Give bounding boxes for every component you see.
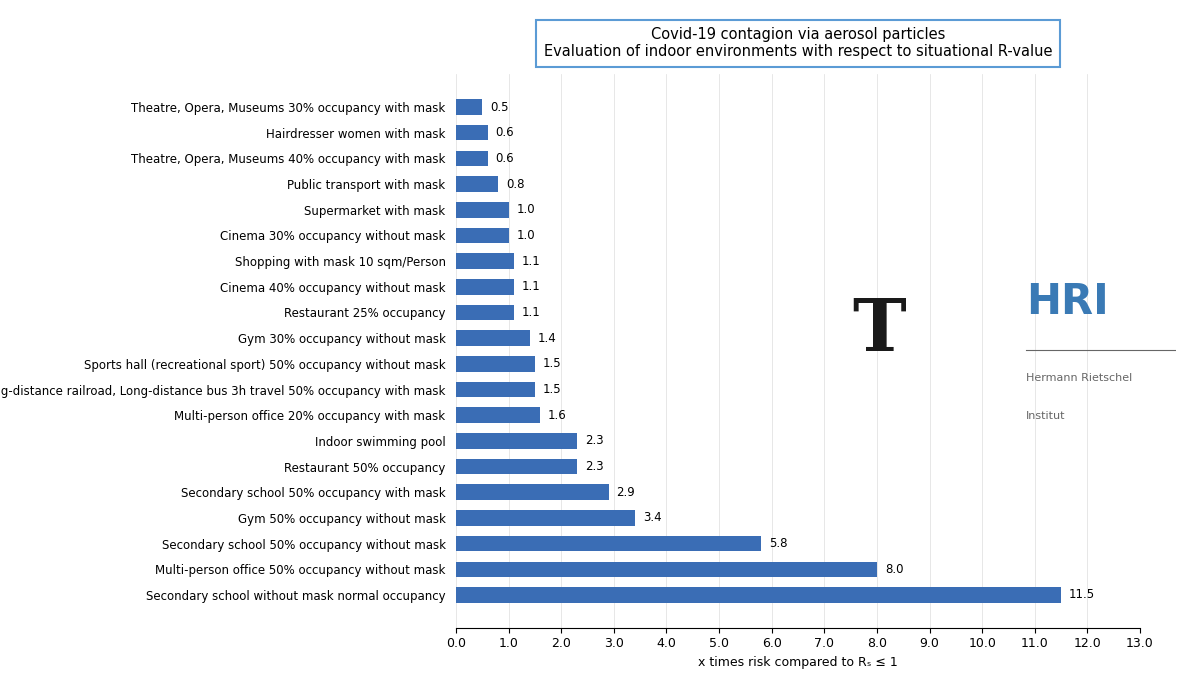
Text: 0.6: 0.6 xyxy=(496,126,514,139)
Bar xyxy=(456,305,514,320)
Bar xyxy=(456,587,1061,603)
Bar xyxy=(456,151,487,166)
Bar xyxy=(456,356,535,371)
Bar xyxy=(456,202,509,217)
Text: 1.0: 1.0 xyxy=(516,203,535,216)
Bar xyxy=(456,253,514,269)
Bar xyxy=(456,485,608,500)
Bar xyxy=(456,279,514,294)
Text: Hermann Rietschel: Hermann Rietschel xyxy=(1026,373,1133,383)
Text: 5.8: 5.8 xyxy=(769,537,787,550)
Text: 1.5: 1.5 xyxy=(542,383,562,396)
Text: 1.1: 1.1 xyxy=(522,280,540,294)
Text: HRI: HRI xyxy=(1026,281,1109,323)
Text: 1.6: 1.6 xyxy=(548,408,566,422)
Bar xyxy=(456,331,529,346)
Text: 1.1: 1.1 xyxy=(522,306,540,319)
Text: 0.8: 0.8 xyxy=(506,178,524,190)
Bar xyxy=(456,227,509,243)
Text: 3.4: 3.4 xyxy=(643,512,661,524)
Bar xyxy=(456,408,540,423)
Bar xyxy=(456,176,498,192)
X-axis label: x times risk compared to Rₛ ≤ 1: x times risk compared to Rₛ ≤ 1 xyxy=(698,656,898,669)
Bar xyxy=(456,99,482,115)
Text: 2.3: 2.3 xyxy=(584,434,604,448)
Text: T: T xyxy=(853,295,906,367)
Text: 1.4: 1.4 xyxy=(538,331,557,345)
Text: Institut: Institut xyxy=(1026,411,1066,421)
Text: berlin: berlin xyxy=(937,317,947,345)
Text: 1.5: 1.5 xyxy=(542,357,562,371)
Bar xyxy=(456,510,635,526)
Text: Covid-19 contagion via aerosol particles
Evaluation of indoor environments with : Covid-19 contagion via aerosol particles… xyxy=(544,27,1052,59)
Bar xyxy=(456,536,761,551)
Bar xyxy=(456,562,877,577)
Text: 0.6: 0.6 xyxy=(496,152,514,165)
Text: 1.1: 1.1 xyxy=(522,254,540,268)
Bar xyxy=(456,459,577,475)
Bar xyxy=(456,382,535,397)
Bar xyxy=(456,125,487,140)
Text: 0.5: 0.5 xyxy=(491,101,509,113)
Bar xyxy=(456,433,577,449)
Text: 1.0: 1.0 xyxy=(516,229,535,242)
Text: 2.9: 2.9 xyxy=(617,486,635,499)
Text: 8.0: 8.0 xyxy=(884,563,904,576)
Text: 11.5: 11.5 xyxy=(1069,589,1096,601)
Text: 2.3: 2.3 xyxy=(584,460,604,473)
